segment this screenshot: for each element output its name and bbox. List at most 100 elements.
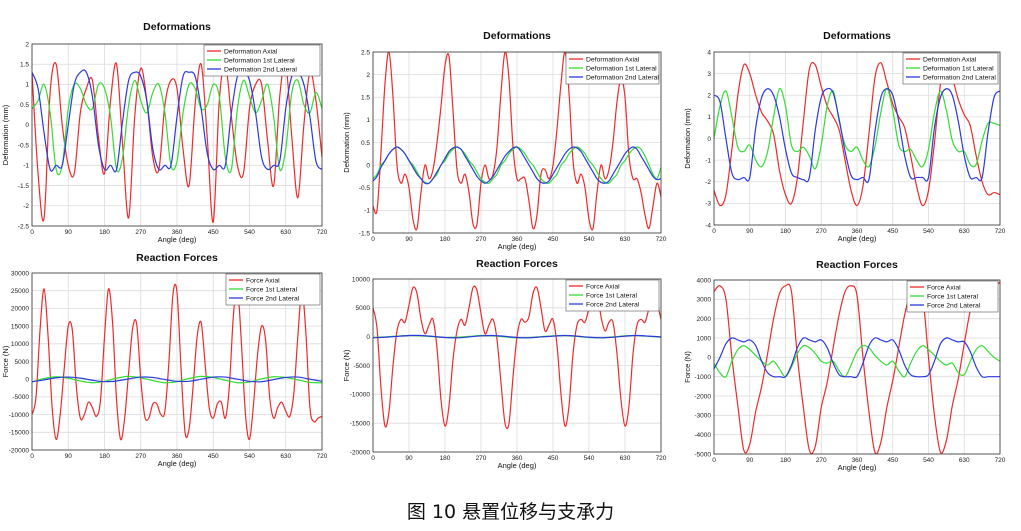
legend-label: Deformation 1st Lateral [586,65,657,72]
y-tick-label: -1000 [694,374,711,381]
legend: Deformation Axial Deformation 1st Lateral… [565,52,659,85]
y-axis-label: Deformation (mm) [1,104,10,165]
x-tick-label: 630 [959,228,970,235]
y-tick-label: -0.5 [18,142,30,149]
x-tick-label: 180 [440,236,451,243]
y-tick-label: -15000 [9,430,30,437]
x-tick-label: 540 [923,228,934,235]
y-tick-label: 4000 [697,277,712,284]
x-tick-label: 720 [995,457,1006,464]
y-tick-label: 2 [707,93,711,100]
y-tick-label: 25000 [11,288,29,295]
x-tick-label: 0 [712,228,716,235]
legend-box [203,44,321,77]
x-tick-label: 720 [995,228,1006,235]
series-line-axial [373,285,661,430]
y-tick-label: -4 [705,222,711,229]
legend: Deformation Axial Deformation 1st Lateral… [902,52,999,85]
x-tick-label: 720 [317,453,328,460]
x-axis-label: Angle (deg) [498,242,537,251]
series-line-lat2 [32,376,322,383]
y-tick-label: 5000 [15,359,30,366]
x-axis-label: Angle (deg) [838,463,877,472]
y-tick-label: -5000 [12,394,29,401]
x-tick-label: 270 [476,236,487,243]
plot-frame [372,278,662,453]
legend-label: Force 2nd Lateral [927,302,981,309]
y-tick-label: 5000 [356,305,371,312]
y-tick-label: 10000 [11,341,29,348]
x-tick-label: 630 [959,457,970,464]
x-tick-label: 450 [548,236,559,243]
legend-label: Force Axial [586,283,620,290]
chart-force-mid: 0 90 180 270 360 450 540 630 720 -20000 -15000 -100… [342,258,667,470]
y-tick-label: 30000 [11,270,29,277]
y-tick-label: 15000 [11,323,29,330]
x-tick-label: 90 [405,236,413,243]
x-tick-label: 630 [280,229,291,236]
y-tick-label: -3 [705,201,711,208]
x-tick-label: 630 [620,236,631,243]
y-tick-label: 0.5 [361,140,370,147]
series-line-axial [714,281,1000,454]
y-axis-label: Force (N) [683,351,692,383]
series-line-lat1 [714,88,1000,170]
x-tick-label: 180 [780,457,791,464]
x-tick-label: 450 [208,453,219,460]
y-tick-label: 2000 [697,316,712,323]
y-tick-label: 0 [366,162,370,169]
y-axis-label: Deformation (mm) [342,112,351,173]
x-axis-label: Angle (deg) [158,235,197,244]
x-tick-label: 0 [30,453,34,460]
plot-frame [372,51,662,234]
y-tick-label: 0 [25,122,29,129]
x-tick-label: 270 [816,457,827,464]
y-tick-label: -5000 [353,363,370,370]
x-tick-label: 270 [135,453,146,460]
x-tick-label: 720 [656,236,667,243]
x-tick-label: 540 [244,453,255,460]
y-tick-label: 0 [707,136,711,143]
x-tick-label: 450 [208,229,219,236]
y-tick-label: -1 [364,208,370,215]
y-tick-label: -1 [705,157,711,164]
series-line-lat2 [714,87,1000,184]
y-axis-label: Force (N) [342,349,351,381]
chart-force-right: 0 90 180 270 360 450 540 630 720 -5000 -4000 -3000 -… [683,259,1006,472]
y-tick-label: 1.5 [20,62,29,69]
y-axis-label: Deformation (mm) [683,108,692,169]
y-tick-label: 0 [25,377,29,384]
plot-frame [713,51,1001,226]
chart-force-left: 0 90 180 270 360 450 540 630 720 -20000 -15000 -100… [1,252,328,468]
y-tick-label: 3 [707,71,711,78]
y-tick-label: -20000 [9,447,30,454]
y-tick-label: -2.5 [18,223,30,230]
x-tick-label: 270 [135,229,146,236]
y-tick-label: 1.5 [361,95,370,102]
chart-title: Reaction Forces [136,252,218,264]
x-tick-label: 450 [548,455,559,462]
x-tick-label: 540 [244,229,255,236]
series-line-lat1 [32,79,322,176]
y-tick-label: 2 [25,41,29,48]
y-tick-label: -10000 [350,392,371,399]
legend-label: Force 1st Lateral [586,292,637,299]
x-tick-label: 360 [852,457,863,464]
series-line-axial [32,62,322,223]
y-tick-label: 1 [25,82,29,89]
legend-label: Force 2nd Lateral [246,295,300,302]
x-tick-label: 360 [512,455,523,462]
x-tick-label: 180 [440,455,451,462]
x-tick-label: 90 [65,229,73,236]
x-tick-label: 180 [99,229,110,236]
legend-label: Force 1st Lateral [927,293,978,300]
x-tick-label: 180 [99,453,110,460]
x-tick-label: 450 [887,228,898,235]
y-tick-label: 2 [366,72,370,79]
x-tick-label: 90 [746,228,754,235]
x-tick-label: 540 [584,455,595,462]
x-tick-label: 0 [371,236,375,243]
y-tick-label: -20000 [350,449,371,456]
x-tick-label: 360 [172,453,183,460]
series-line-axial [32,283,322,441]
